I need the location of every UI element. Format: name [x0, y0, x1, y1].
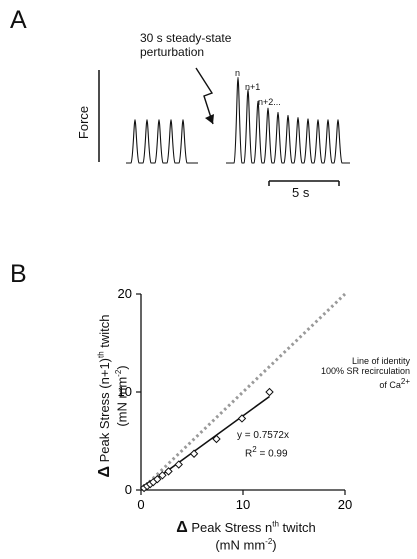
label-n-plus-2: n+2... — [258, 97, 281, 107]
label-n: n — [235, 68, 241, 78]
identity-annotation: Line of identity 100% SR recirculation o… — [290, 356, 410, 390]
x-unit: (mN mm — [215, 537, 266, 553]
twitch-peak-after — [287, 115, 289, 117]
perturbation-arrowhead — [205, 114, 214, 124]
y-title-end: twitch — [97, 314, 112, 352]
data-point — [212, 434, 221, 444]
r2-prefix: R — [245, 448, 253, 460]
x-axis-title-line2: (mN mm-2) — [136, 537, 356, 553]
data-point — [237, 414, 247, 423]
y-unit-end: ) — [114, 365, 130, 370]
data-point — [153, 475, 162, 484]
y-axis-title-line1: Δ Peak Stress (n+1)th twitch — [96, 286, 114, 506]
y-tick-label: 20 — [118, 286, 132, 301]
panel-a-letter: A — [10, 6, 27, 34]
perturbation-label: 30 s steady-state perturbation — [140, 31, 232, 60]
axis-ticks: 0 10 20 0 10 20 — [118, 286, 353, 512]
x-unit-end: ) — [272, 537, 277, 553]
twitch-peak-after — [307, 118, 309, 120]
twitch-peak-before — [182, 119, 184, 121]
fit-r-squared: R2 = 0.99 — [245, 445, 288, 460]
x-unit-sup: -2 — [265, 537, 273, 547]
plot-points — [139, 387, 274, 493]
twitch-peak-after — [277, 112, 279, 114]
y-unit-sup: -2 — [114, 369, 124, 377]
identity-line3-text: of Ca — [379, 379, 401, 390]
force-traces — [126, 77, 350, 164]
identity-line2: 100% SR recirculation — [320, 366, 410, 377]
y-tick-label: 10 — [118, 384, 132, 399]
twitch-peak-after — [297, 117, 299, 119]
fit-equation: y = 0.7572x — [237, 430, 289, 441]
scalebar-label: 5 s — [292, 185, 310, 200]
data-point — [158, 471, 167, 480]
x-tick-label: 10 — [236, 497, 250, 512]
y-title-main: Peak Stress (n+1) — [97, 358, 112, 463]
x-title-main: Peak Stress n — [191, 520, 273, 535]
x-tick-label: 0 — [137, 497, 144, 512]
x-axis-title: Δ Peak Stress nth twitch (mN mm-2) — [136, 519, 356, 554]
r2-suffix: = 0.99 — [256, 448, 288, 460]
label-n-plus-1: n+1 — [245, 82, 261, 92]
y-unit: (mN mm — [114, 376, 130, 427]
r2-sup: 2 — [252, 445, 257, 454]
perturbation-line1: 30 s steady-state — [140, 31, 232, 45]
x-title-sup: th — [272, 519, 279, 529]
twitch-peak-after — [317, 119, 319, 121]
twitch-peak-before — [146, 119, 148, 121]
data-point — [189, 449, 199, 458]
data-point — [265, 387, 274, 397]
identity-line1: Line of identity — [351, 356, 410, 366]
twitch-peak-after — [247, 89, 249, 91]
twitch-peak-after — [337, 119, 339, 121]
twitch-peak-after — [237, 77, 239, 79]
trace-after-perturbation — [226, 77, 350, 164]
plot-lines — [139, 292, 347, 492]
twitch-peak-before — [170, 119, 172, 121]
data-point — [174, 460, 183, 469]
twitch-peak-before — [158, 119, 160, 121]
identity-line3-sup: 2+ — [400, 376, 410, 386]
y-axis-title: Δ Peak Stress (n+1)th twitch (mN mm-2) — [96, 286, 136, 506]
x-title-end: twitch — [278, 520, 316, 535]
y-tick-label: 0 — [125, 482, 132, 497]
delta-symbol-y: Δ — [96, 466, 113, 478]
identity-line — [139, 292, 347, 492]
data-point — [164, 467, 173, 476]
delta-symbol-x: Δ — [176, 519, 188, 536]
twitch-peak-after — [257, 100, 259, 103]
twitch-peak-before — [134, 119, 136, 121]
panel-b-letter: B — [10, 260, 27, 288]
plot-axes — [140, 294, 345, 491]
x-tick-label: 20 — [338, 497, 352, 512]
y-axis-title-line2: (mN mm-2) — [114, 286, 130, 506]
identity-line3: of Ca2+ — [290, 377, 410, 390]
x-axis-title-line1: Δ Peak Stress nth twitch — [136, 519, 356, 537]
twitch-peak-after — [327, 119, 329, 121]
y-title-sup: th — [96, 351, 106, 358]
perturbation-zigzag — [195, 67, 214, 125]
perturbation-line2: perturbation — [140, 44, 205, 59]
twitch-peak-after — [267, 107, 269, 109]
